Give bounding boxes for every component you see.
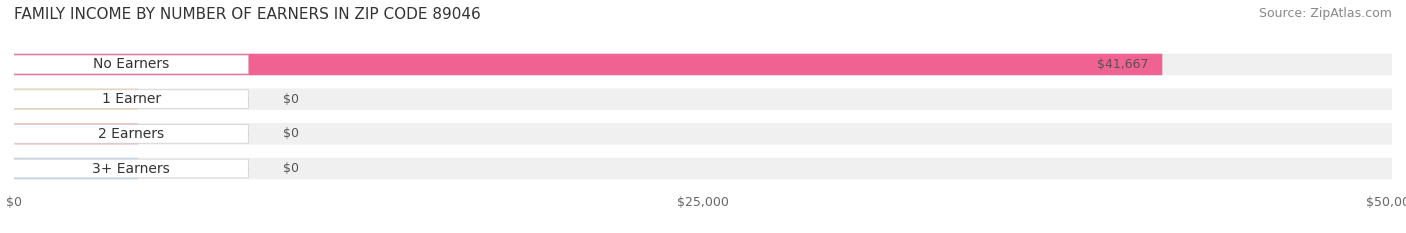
Text: 2 Earners: 2 Earners — [98, 127, 165, 141]
FancyBboxPatch shape — [14, 123, 138, 145]
Text: Source: ZipAtlas.com: Source: ZipAtlas.com — [1258, 7, 1392, 20]
FancyBboxPatch shape — [14, 88, 1392, 110]
Text: $41,667: $41,667 — [1097, 58, 1149, 71]
Text: $0: $0 — [283, 127, 298, 140]
FancyBboxPatch shape — [7, 159, 249, 178]
FancyBboxPatch shape — [14, 88, 138, 110]
Text: 1 Earner: 1 Earner — [101, 92, 160, 106]
FancyBboxPatch shape — [14, 54, 1392, 75]
FancyBboxPatch shape — [14, 123, 1392, 145]
Text: FAMILY INCOME BY NUMBER OF EARNERS IN ZIP CODE 89046: FAMILY INCOME BY NUMBER OF EARNERS IN ZI… — [14, 7, 481, 22]
FancyBboxPatch shape — [7, 124, 249, 143]
FancyBboxPatch shape — [14, 158, 138, 179]
FancyBboxPatch shape — [7, 55, 249, 74]
Text: 3+ Earners: 3+ Earners — [93, 161, 170, 175]
FancyBboxPatch shape — [14, 54, 1163, 75]
FancyBboxPatch shape — [14, 158, 1392, 179]
Text: $0: $0 — [283, 93, 298, 106]
FancyBboxPatch shape — [7, 90, 249, 109]
Text: No Earners: No Earners — [93, 58, 169, 72]
Text: $0: $0 — [283, 162, 298, 175]
